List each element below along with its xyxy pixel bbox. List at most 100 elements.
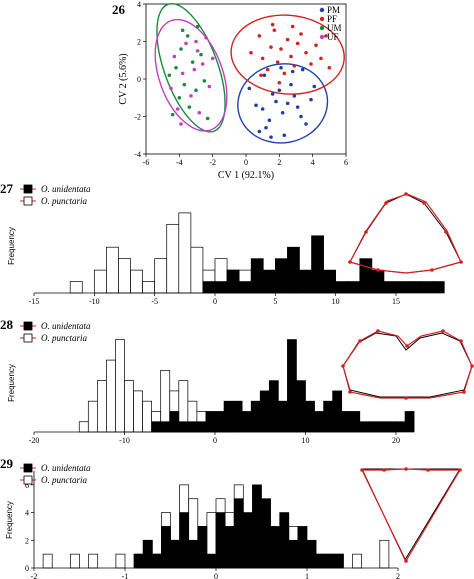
bar-punctaria [87, 400, 98, 433]
histogram-panel-28: 28 -20 -10 0 10 20 Frequency O. unidentataO.… [0, 317, 474, 445]
bar-punctaria [118, 258, 131, 294]
legend-marker-um [319, 25, 325, 31]
bar-punctaria [106, 359, 116, 433]
bar-unidentata [333, 553, 344, 569]
point-pf [309, 62, 313, 66]
bar-punctaria [178, 212, 192, 294]
bar-unidentata [233, 498, 244, 569]
point-pf [314, 43, 318, 48]
legend-marker-uf [319, 34, 325, 40]
point-um [205, 116, 210, 121]
bar-unidentata [142, 539, 153, 569]
bar-unidentata [178, 421, 189, 433]
bar-punctaria [379, 539, 390, 569]
bar-unidentata [419, 281, 433, 294]
bar-unidentata [377, 421, 388, 433]
point-uf [210, 56, 215, 61]
point-pm [312, 84, 317, 89]
point-uf [197, 110, 202, 115]
point-uf [194, 39, 198, 44]
point-um [167, 73, 172, 78]
bar-unidentata [226, 269, 240, 294]
bar-punctaria [106, 246, 119, 294]
bar-unidentata [287, 339, 297, 433]
bar-unidentata [311, 235, 324, 294]
point-pm [280, 110, 285, 115]
y-tick-label: 6 [25, 481, 29, 490]
bar-unidentata [250, 400, 261, 433]
bar-punctaria [190, 246, 204, 294]
landmark-outline-diagram [341, 329, 474, 400]
y-tick-label: 0 [137, 75, 141, 84]
point-pf [319, 56, 323, 61]
point-uf [192, 67, 197, 72]
point-uf [184, 41, 188, 46]
bar-unidentata [324, 553, 335, 569]
bar-unidentata [151, 553, 162, 569]
bar-punctaria [69, 281, 83, 294]
legend-label: O. punctaria [41, 333, 87, 343]
point-pm [270, 92, 275, 96]
point-um [179, 47, 183, 51]
bar-unidentata [160, 421, 171, 433]
bar-unidentata [305, 400, 315, 433]
point-pm [290, 69, 295, 74]
axis-ticks: -15 -10 -5 0 5 10 15 [29, 292, 400, 306]
bar-unidentata [268, 380, 279, 433]
point-pf [260, 56, 265, 61]
legend-label: O. punctaria [41, 196, 87, 206]
point-uf [207, 84, 212, 89]
bar-punctaria [352, 553, 362, 569]
bar-punctaria [70, 553, 80, 569]
y-tick-label: 2 [137, 38, 141, 47]
x-tick-label: 2 [396, 572, 400, 579]
x-tick-label: 4 [311, 158, 315, 167]
point-pf [272, 28, 277, 33]
bar-unidentata [133, 553, 144, 569]
point-pf [275, 60, 280, 64]
bar-punctaria [130, 269, 143, 294]
x-tick-label: 0 [213, 297, 217, 306]
bar-punctaria [133, 390, 143, 433]
point-pm [292, 94, 297, 98]
bar-unidentata [323, 400, 334, 433]
x-tick-label: -1 [122, 572, 129, 579]
panel-label-29: 29 [0, 456, 14, 471]
point-pf [324, 34, 328, 38]
x-tick-label: -20 [29, 436, 40, 445]
bar-punctaria [96, 380, 107, 433]
legend-swatch [23, 475, 33, 485]
bar-unidentata [407, 281, 421, 294]
point-uf [179, 122, 183, 126]
point-pf [277, 80, 282, 85]
point-pm [267, 118, 272, 123]
point-pf [299, 32, 303, 36]
bar-unidentata [202, 281, 216, 294]
bar-unidentata [223, 400, 234, 433]
point-pm [300, 67, 305, 72]
point-uf [195, 49, 200, 53]
point-um [170, 112, 175, 117]
bar-unidentata [395, 281, 409, 294]
bar-punctaria [115, 553, 126, 569]
y-axis-label: Frequency [5, 501, 14, 539]
point-um [194, 88, 198, 93]
point-pm [254, 103, 258, 108]
legend-swatch [23, 333, 33, 343]
x-tick-label: -15 [29, 297, 40, 306]
legend-swatch [23, 196, 33, 206]
bar-unidentata [224, 526, 235, 569]
legend-label: O. unidentata [41, 321, 91, 331]
legend-marker-pf [319, 16, 325, 22]
bar-unidentata [278, 400, 288, 433]
legend-swatch [23, 184, 33, 194]
bar-unidentata [359, 258, 373, 294]
bar-unidentata [169, 411, 180, 433]
bar-unidentata [187, 421, 198, 433]
bar-punctaria [93, 269, 107, 294]
bar-unidentata [261, 498, 271, 569]
legend-label: O. unidentata [41, 184, 91, 194]
point-um [187, 105, 192, 109]
